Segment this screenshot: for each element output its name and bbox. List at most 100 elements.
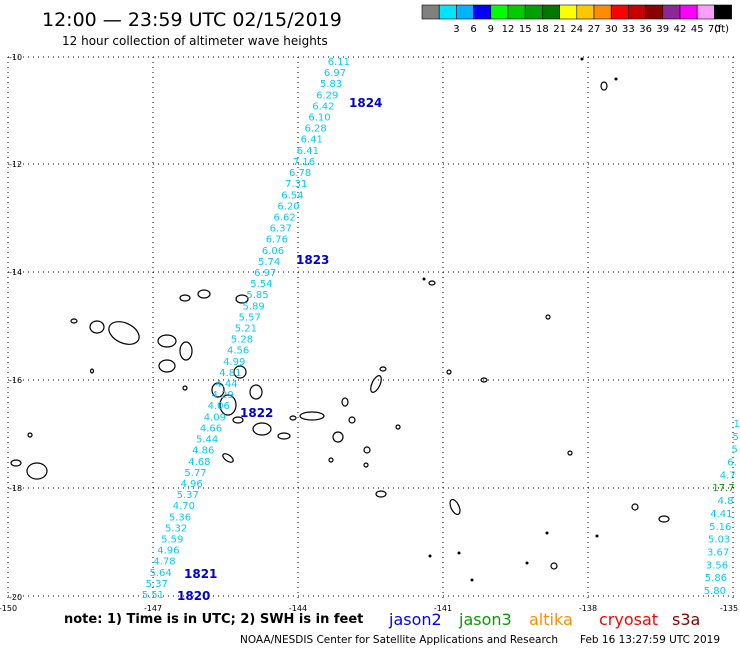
wave-height-value: 5.85 bbox=[246, 290, 268, 301]
legend-unit: (ft) bbox=[714, 24, 729, 35]
island bbox=[600, 81, 608, 91]
legend-swatch bbox=[679, 4, 698, 20]
legend-label: 18 bbox=[536, 24, 549, 35]
legend-swatch bbox=[438, 4, 457, 20]
pass-time-label: 1821 bbox=[184, 567, 217, 581]
lat-label: -18 bbox=[9, 484, 22, 493]
legend-label: 21 bbox=[553, 24, 566, 35]
wave-height-value: 5.83 bbox=[320, 79, 342, 90]
island bbox=[375, 490, 387, 498]
island bbox=[70, 318, 78, 324]
wave-height-value: 4.78 bbox=[153, 557, 175, 568]
legend-label: 30 bbox=[605, 24, 618, 35]
wave-height-value: 6.62 bbox=[273, 212, 295, 223]
legend-swatch bbox=[662, 4, 681, 20]
legend-swatch bbox=[421, 4, 440, 20]
island bbox=[108, 321, 140, 345]
wave-height-value: 6.10 bbox=[308, 113, 330, 124]
wave-height-value: 5.54 bbox=[250, 279, 272, 290]
wave-height-value: 5.64 bbox=[149, 568, 171, 579]
legend-label: 36 bbox=[639, 24, 652, 35]
wave-height-value: 5.51 bbox=[142, 590, 164, 601]
wave-height-value: 6.11 bbox=[328, 57, 350, 68]
wave-height-value: 6.28 bbox=[304, 124, 326, 135]
wave-height-value: 6.54 bbox=[281, 190, 303, 201]
island bbox=[299, 411, 325, 421]
wave-height-value: 6.42 bbox=[312, 101, 334, 112]
island bbox=[348, 416, 356, 424]
wave-height-value: 4.29 bbox=[211, 390, 233, 401]
footer-timestamp: Feb 16 13:27:59 UTC 2019 bbox=[580, 634, 720, 646]
island bbox=[370, 375, 382, 393]
island bbox=[235, 294, 249, 304]
legend-label: 6 bbox=[470, 24, 476, 35]
lat-label: -20 bbox=[9, 593, 22, 602]
wave-height-value: 6.06 bbox=[262, 246, 284, 257]
wave-height-value: 5 bbox=[731, 445, 737, 456]
island bbox=[289, 415, 297, 421]
legend-label: 3 bbox=[453, 24, 459, 35]
island bbox=[157, 334, 177, 348]
island bbox=[341, 397, 349, 407]
island bbox=[233, 365, 247, 379]
lat-label: -10 bbox=[9, 53, 22, 62]
island bbox=[379, 366, 387, 372]
wave-height-value: 4.68 bbox=[188, 457, 210, 468]
wave-height-value: 3.67 bbox=[707, 547, 729, 558]
wave-height-value: 4.8 bbox=[718, 496, 734, 507]
legend-swatch bbox=[610, 4, 629, 20]
wave-height-value: 17.7 bbox=[712, 483, 734, 494]
wave-height-value: 4.70 bbox=[173, 501, 195, 512]
legend-swatch bbox=[628, 4, 646, 20]
legend-swatch bbox=[473, 4, 492, 20]
island bbox=[219, 394, 237, 416]
satellite-name: jason3 bbox=[458, 610, 512, 629]
island bbox=[580, 57, 584, 61]
legend-swatch bbox=[456, 4, 474, 20]
island bbox=[10, 459, 22, 467]
wave-height-value: 4.56 bbox=[227, 346, 249, 357]
wave-height-value: 6.41 bbox=[297, 146, 319, 157]
wave-height-value: 7.16 bbox=[293, 157, 315, 168]
satellite-track-main: 6.116.975.836.296.426.106.286.416.417.16… bbox=[142, 57, 350, 601]
legend-label: 33 bbox=[622, 24, 635, 35]
island bbox=[249, 384, 263, 400]
legend-swatch bbox=[714, 4, 732, 20]
legend-label: 45 bbox=[691, 24, 704, 35]
wave-height-value: 1 bbox=[734, 419, 740, 430]
satellite-track-right: 1 5 5 6.4.7 17.7 4.8 4.41 5.16 5.033.67 3.56 5.86 5… bbox=[704, 419, 740, 597]
wave-height-value: 5 bbox=[733, 432, 739, 443]
wave-height-value: 5.21 bbox=[235, 324, 257, 335]
satellite-name: s3a bbox=[672, 610, 700, 629]
lon-label: -135 bbox=[720, 604, 738, 613]
island bbox=[89, 368, 95, 374]
wave-height-value: 6.41 bbox=[301, 135, 323, 146]
wave-height-value: 5.16 bbox=[709, 522, 731, 533]
island bbox=[179, 294, 191, 302]
wave-height-value: 6.97 bbox=[324, 68, 346, 79]
island bbox=[545, 531, 549, 535]
wave-height-value: 5.89 bbox=[242, 301, 264, 312]
pass-time-label: 1823 bbox=[296, 253, 329, 267]
latitude-labels: -10 -12 -14 -16 -18 -20 bbox=[9, 53, 22, 602]
island-dots bbox=[422, 57, 618, 582]
legend-label: 70 bbox=[708, 24, 721, 35]
legend-swatch bbox=[576, 4, 595, 20]
island bbox=[232, 416, 244, 424]
island bbox=[222, 453, 234, 463]
island bbox=[363, 462, 369, 468]
pass-time-label: 1824 bbox=[349, 96, 382, 110]
island bbox=[328, 457, 334, 463]
wave-height-value: 5.36 bbox=[169, 512, 191, 523]
island bbox=[595, 534, 599, 538]
legend-label: 39 bbox=[656, 24, 669, 35]
footer-note: note: 1) Time is in UTC; 2) SWH is in fe… bbox=[64, 612, 363, 627]
wave-height-value: 6.20 bbox=[277, 201, 299, 212]
island bbox=[197, 289, 211, 299]
island bbox=[446, 369, 452, 375]
wave-height-value: 5.32 bbox=[165, 523, 187, 534]
wave-height-value: 4.96 bbox=[180, 479, 202, 490]
wave-height-value: 5.59 bbox=[161, 534, 183, 545]
wave-height-value: 4.7 bbox=[720, 470, 736, 481]
